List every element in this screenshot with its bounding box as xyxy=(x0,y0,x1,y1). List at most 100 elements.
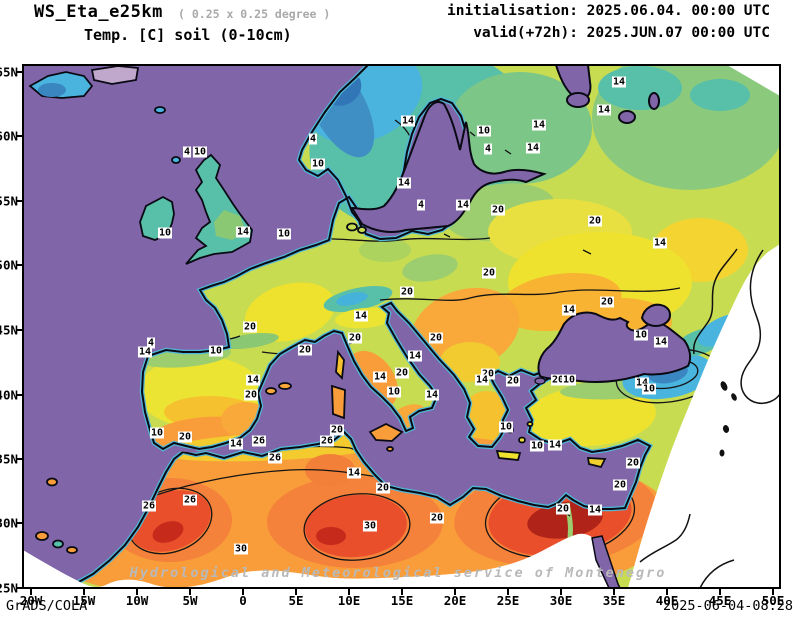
contour-label-26: 26 xyxy=(141,500,157,512)
contour-label-10: 10 xyxy=(310,158,326,170)
contour-label-14: 14 xyxy=(424,389,440,401)
x-tickmark xyxy=(30,588,32,595)
x-tickmark xyxy=(666,588,668,595)
contour-label-20: 20 xyxy=(399,286,415,298)
y-tick-label: 45N xyxy=(0,322,18,338)
x-tickmark xyxy=(136,588,138,595)
contour-label-20: 20 xyxy=(550,374,566,386)
contour-label-14: 14 xyxy=(346,467,362,479)
contour-label-26: 26 xyxy=(319,435,335,447)
contour-label-20: 20 xyxy=(347,332,363,344)
y-tick-label: 65N xyxy=(0,64,18,80)
sea-of-marmara xyxy=(534,377,546,385)
contour-label-14: 14 xyxy=(455,199,471,211)
x-tickmark xyxy=(560,588,562,595)
contour-label-10: 10 xyxy=(386,386,402,398)
contour-label-14: 14 xyxy=(531,119,547,131)
y-tickmark xyxy=(16,329,23,331)
y-tickmark xyxy=(16,264,23,266)
contour-label-14: 14 xyxy=(596,104,612,116)
contour-label-20: 20 xyxy=(297,344,313,356)
contour-label-20: 20 xyxy=(481,267,497,279)
contour-label-26: 26 xyxy=(182,494,198,506)
contour-label-20: 20 xyxy=(243,389,259,401)
y-tick-label: 55N xyxy=(0,193,18,209)
contour-label-20: 20 xyxy=(480,368,496,380)
contour-label-4: 4 xyxy=(483,143,493,155)
contour-label-20: 20 xyxy=(555,503,571,515)
contour-label-20: 20 xyxy=(177,431,193,443)
x-tickmark xyxy=(295,588,297,595)
x-tick-label: 20W xyxy=(19,593,43,608)
x-tickmark xyxy=(507,588,509,595)
x-tick-label: 45E xyxy=(708,593,732,608)
initialisation-time: initialisation: 2025.06.04. 00:00 UTC xyxy=(446,3,770,19)
x-tickmark xyxy=(83,588,85,595)
contour-label-14: 14 xyxy=(561,304,577,316)
sea-of-azov xyxy=(640,303,671,327)
contour-label-4: 4 xyxy=(182,146,192,158)
contour-label-26: 26 xyxy=(267,452,283,464)
x-tick-label: 25E xyxy=(496,593,520,608)
islands xyxy=(28,65,607,554)
lake-onega xyxy=(648,92,660,110)
map-canvas xyxy=(23,65,780,588)
contour-label-14: 14 xyxy=(587,504,603,516)
contour-label-14: 14 xyxy=(407,350,423,362)
contour-label-20: 20 xyxy=(505,375,521,387)
contour-label-14: 14 xyxy=(525,142,541,154)
contour-label-20: 20 xyxy=(429,512,445,524)
contour-label-10: 10 xyxy=(529,440,545,452)
contour-label-14: 14 xyxy=(372,371,388,383)
contour-label-14: 14 xyxy=(652,237,668,249)
y-tickmark xyxy=(16,522,23,524)
coastline xyxy=(57,65,652,588)
contour-label-14: 14 xyxy=(137,346,153,358)
x-tick-label: 20E xyxy=(443,593,467,608)
contour-label-10: 10 xyxy=(276,228,292,240)
x-tick-label: 50E xyxy=(761,593,785,608)
contour-label-4: 4 xyxy=(146,337,156,349)
x-tickmark xyxy=(189,588,191,595)
x-tickmark xyxy=(719,588,721,595)
contour-label-30: 30 xyxy=(362,520,378,532)
x-tick-label: 30E xyxy=(549,593,573,608)
x-tickmark xyxy=(454,588,456,595)
contour-label-14: 14 xyxy=(547,439,563,451)
contour-label-14: 14 xyxy=(235,226,251,238)
contour-label-14: 14 xyxy=(245,374,261,386)
contour-label-20: 20 xyxy=(394,367,410,379)
contour-label-14: 14 xyxy=(474,374,490,386)
y-tick-label: 35N xyxy=(0,451,18,467)
contour-label-20: 20 xyxy=(625,457,641,469)
x-tick-label: 40E xyxy=(655,593,679,608)
contour-label-4: 4 xyxy=(308,133,318,145)
contour-label-10: 10 xyxy=(561,374,577,386)
contour-label-14: 14 xyxy=(653,336,669,348)
contour-label-14: 14 xyxy=(400,115,416,127)
contour-label-20: 20 xyxy=(599,296,615,308)
x-tick-label: 5E xyxy=(288,593,304,608)
model-title: WS_Eta_e25km xyxy=(34,2,163,22)
contour-label-10: 10 xyxy=(157,227,173,239)
contour-label-10: 10 xyxy=(192,146,208,158)
contour-label-20: 20 xyxy=(242,321,258,333)
contour-label-20: 20 xyxy=(490,204,506,216)
x-tick-label: 35E xyxy=(602,593,626,608)
x-tick-label: 15W xyxy=(72,593,96,608)
contour-label-14: 14 xyxy=(611,76,627,88)
x-tick-label: 10W xyxy=(125,593,149,608)
contour-label-10: 10 xyxy=(476,125,492,137)
y-tickmark xyxy=(16,135,23,137)
contour-label-26: 26 xyxy=(251,435,267,447)
x-tick-label: 15E xyxy=(390,593,414,608)
lake-ladoga xyxy=(618,110,636,124)
x-tickmark xyxy=(772,588,774,595)
x-tick-label: 5W xyxy=(182,593,198,608)
creation-timestamp: 2025-06-04-08:28 xyxy=(662,598,793,614)
contour-label-10: 10 xyxy=(633,329,649,341)
x-tick-label: 10E xyxy=(337,593,361,608)
contour-label-30: 30 xyxy=(233,543,249,555)
x-tick-label: 0 xyxy=(239,593,247,608)
